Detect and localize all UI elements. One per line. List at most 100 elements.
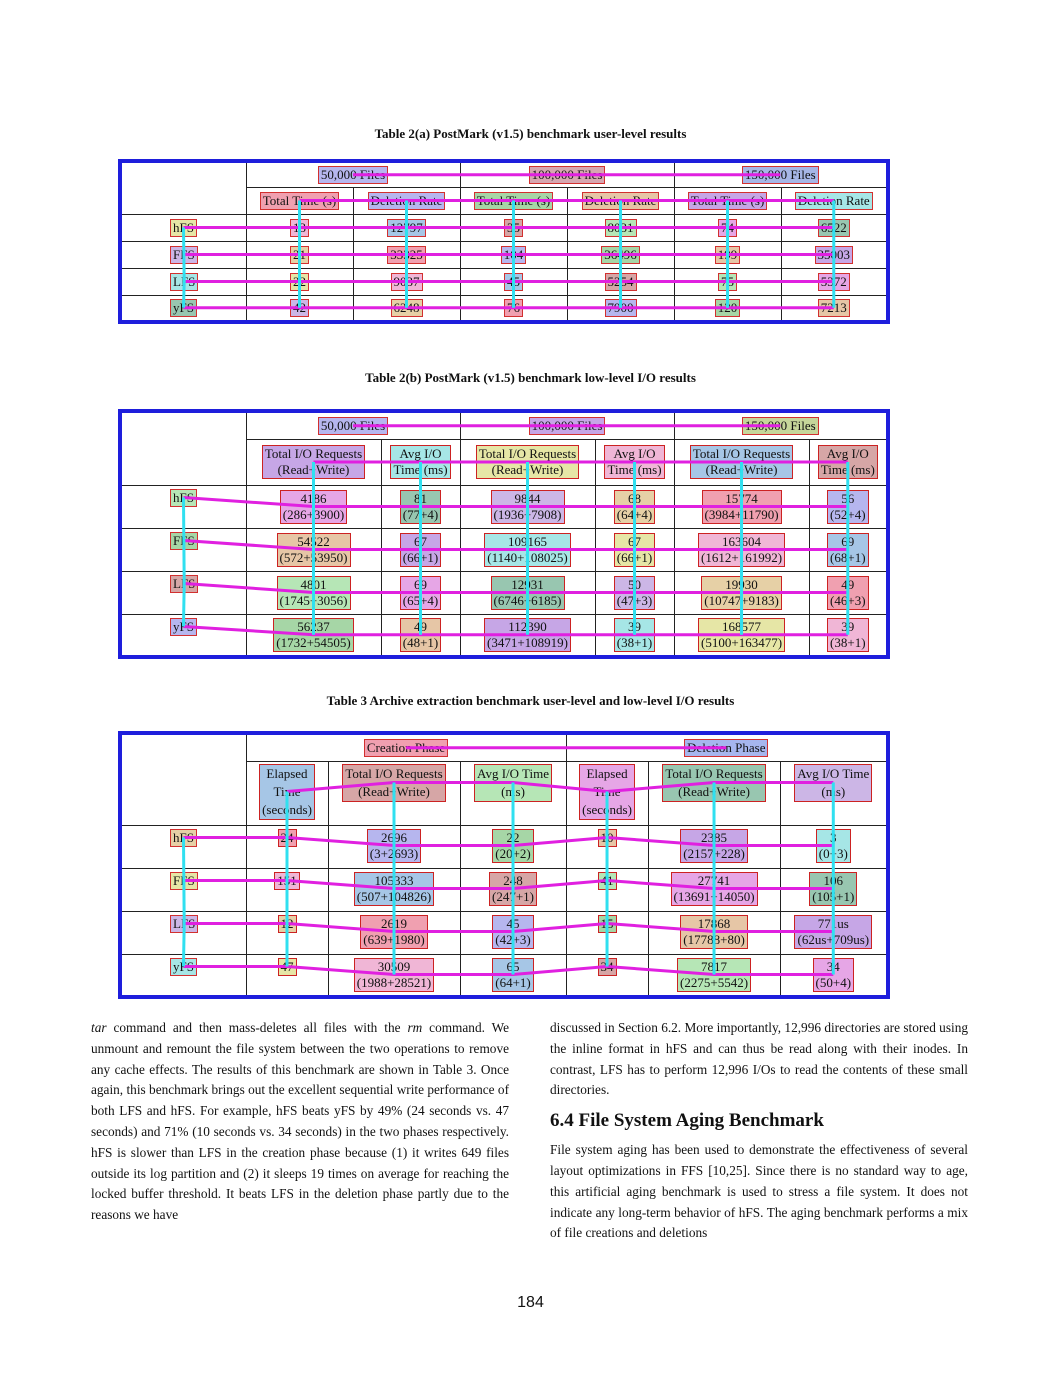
group-header: 150,000 Files bbox=[673, 160, 889, 188]
table-2a: 50,000 Files 100,000 Files 150,000 Files… bbox=[118, 159, 891, 324]
table-row: FFS 21 33325 104 36496 199 35003 bbox=[119, 240, 889, 269]
header-line: Total I/O Requests bbox=[665, 765, 763, 781]
cell-value: 34 bbox=[826, 958, 840, 974]
cell-detail: (1140+108025) bbox=[487, 549, 568, 565]
table-row: yFS 56237 (1732+54505) 49 (48+1) 112390 (3471+… bbox=[119, 613, 889, 658]
header-line: Time bbox=[273, 783, 301, 799]
table-cell: 248 (247+1) bbox=[459, 867, 567, 912]
table-cell: 7900 bbox=[566, 294, 675, 323]
column-header: Elapsed Time (seconds) bbox=[245, 760, 329, 826]
cell-detail: (38+1) bbox=[616, 634, 653, 650]
header-line: (Read+Write) bbox=[277, 462, 350, 477]
cell-detail: (46+3) bbox=[830, 592, 866, 608]
row-label: FFS bbox=[119, 527, 247, 572]
table-cell: 15 bbox=[565, 910, 649, 955]
cell-detail: (64+4) bbox=[616, 506, 653, 522]
table-row: FFS 54522 (572+53950) 67 (66+1) 109165 (1140+1… bbox=[119, 527, 889, 572]
table-cell: 68 (64+4) bbox=[594, 484, 675, 529]
cell-detail: (3471+108919) bbox=[487, 634, 569, 650]
table-cell: 56237 (1732+54505) bbox=[245, 613, 382, 658]
group-header: 150,000 Files bbox=[673, 410, 889, 440]
cell-value: 41 bbox=[600, 872, 614, 888]
table-2b: 50,000 Files 100,000 Files 150,000 Files… bbox=[118, 409, 891, 659]
header-line: Total I/O Requests bbox=[264, 446, 363, 461]
cell-value: 67 bbox=[414, 533, 427, 549]
cell-detail: (1732+54505) bbox=[276, 634, 351, 650]
cell-value: 45 bbox=[506, 915, 520, 931]
cell-value: 771us bbox=[817, 915, 849, 931]
cell-detail: (52+4) bbox=[830, 506, 866, 522]
cell-value: 2385 bbox=[701, 829, 728, 845]
header-line: Total I/O Requests bbox=[478, 446, 577, 461]
row-label: LFS bbox=[119, 267, 247, 296]
corner-cell bbox=[119, 410, 247, 486]
header-line: (Read+Write) bbox=[705, 462, 778, 477]
cell-detail: (1612+161992) bbox=[701, 549, 783, 565]
table-cell: 56 (52+4) bbox=[808, 484, 889, 529]
header-line: (seconds) bbox=[582, 801, 632, 817]
table-cell: 7213 bbox=[780, 294, 889, 323]
table-cell: 22 (20+2) bbox=[459, 824, 567, 869]
column-header: Total I/O Requests (Read+Write) bbox=[459, 438, 596, 486]
table-row: LFS 4801 (1745+3056) 69 (65+4) 12931 (6746+618… bbox=[119, 570, 889, 615]
group-header: 100,000 Files bbox=[459, 160, 675, 188]
cell-value: 47 bbox=[280, 958, 294, 974]
group-header: 50,000 Files bbox=[245, 160, 461, 188]
header-line: Avg I/O bbox=[826, 446, 869, 461]
cell-detail: (68+1) bbox=[830, 549, 866, 565]
column-header: Total I/O Requests (Read+Write) bbox=[245, 438, 382, 486]
cell-value: 106 bbox=[823, 872, 844, 888]
table-cell: 69 (65+4) bbox=[380, 570, 461, 615]
cell-detail: (0+3) bbox=[818, 845, 848, 861]
table-cell: 109165 (1140+108025) bbox=[459, 527, 596, 572]
table-cell: 34 bbox=[565, 953, 649, 998]
table-cell: 30509 (1988+28521) bbox=[327, 953, 461, 998]
table-cell: 12 bbox=[245, 910, 329, 955]
cell-value: 12 bbox=[280, 915, 294, 931]
table-cell: 54522 (572+53950) bbox=[245, 527, 382, 572]
cell-value: 15 bbox=[600, 915, 614, 931]
table-cell: 67 (66+1) bbox=[380, 527, 461, 572]
cell-detail: (2157+228) bbox=[683, 845, 745, 861]
header-line: (ms) bbox=[821, 783, 846, 799]
cell-detail: (13691+14050) bbox=[673, 888, 755, 904]
row-label: LFS bbox=[119, 570, 247, 615]
cell-detail: (20+2) bbox=[495, 845, 531, 861]
column-header: Total I/O Requests (Read+Write) bbox=[673, 438, 810, 486]
cell-value: 168577 bbox=[722, 618, 762, 634]
column-header: Total I/O Requests (Read+Write) bbox=[647, 760, 781, 826]
table-cell: 24 bbox=[245, 824, 329, 869]
header-line: (ms) bbox=[501, 783, 525, 799]
cell-value: 39 bbox=[628, 618, 642, 634]
tar-command: tar bbox=[91, 1020, 107, 1035]
cell-detail: (6746+6185) bbox=[493, 592, 562, 608]
table-cell: 47 bbox=[245, 953, 329, 998]
cell-detail: (105+1) bbox=[812, 888, 855, 904]
table-row: yFS 47 30509 (1988+28521) 65 (64+1) 34 7817 (227… bbox=[119, 953, 889, 998]
row-label: FFS bbox=[119, 867, 247, 912]
cell-value: 248 bbox=[503, 872, 523, 888]
table-cell: 39 (38+1) bbox=[808, 613, 889, 658]
cell-value: 68 bbox=[628, 490, 642, 506]
table-cell: 33325 bbox=[352, 240, 461, 269]
group-header: Deletion Phase bbox=[565, 732, 889, 762]
table-row: yFS 42 6248 76 7900 120 7213 bbox=[119, 294, 889, 323]
row-label: yFS bbox=[119, 294, 247, 323]
column-header: Avg I/O Time (ms) bbox=[779, 760, 889, 826]
header-line: Avg I/O bbox=[613, 446, 656, 461]
cell-value: 4186 bbox=[300, 490, 327, 506]
table-row: LFS 22 9037 45 5254 75 5372 bbox=[119, 267, 889, 296]
header-line: Avg I/O Time bbox=[477, 765, 550, 781]
table-cell: 49 (46+3) bbox=[808, 570, 889, 615]
table-cell: 27741 (13691+14050) bbox=[647, 867, 781, 912]
table-cell: 35 bbox=[459, 213, 568, 242]
table-cell: 2385 (2157+228) bbox=[647, 824, 781, 869]
row-label: yFS bbox=[119, 953, 247, 998]
header-line: Time (ms) bbox=[393, 462, 448, 477]
table-cell: 7817 (2275+5542) bbox=[647, 953, 781, 998]
table-cell: 9844 (1936+7908) bbox=[459, 484, 596, 529]
table-cell: 9037 bbox=[352, 267, 461, 296]
column-header: Avg I/O Time (ms) bbox=[459, 760, 567, 826]
table-cell: 41 bbox=[565, 867, 649, 912]
cell-value: 67 bbox=[628, 533, 642, 549]
